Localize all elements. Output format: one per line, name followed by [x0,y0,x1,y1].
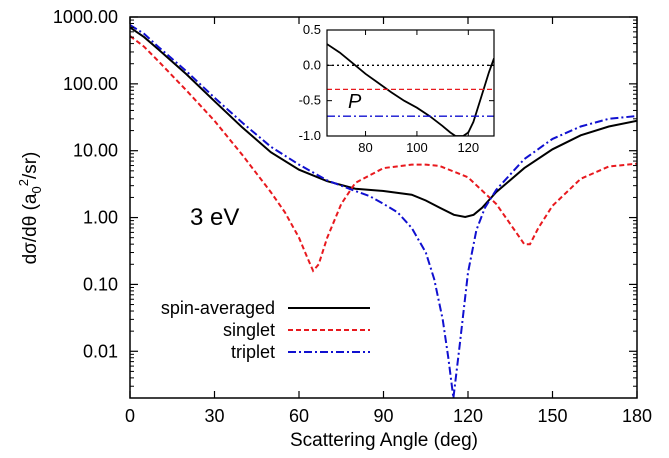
y-tick-label: 10.00 [73,141,118,161]
y-axis-title-sub: 0 [29,186,44,193]
inset-series-line [327,43,494,136]
inset-y-tick-label: -1.0 [299,128,321,143]
legend-label: triplet [231,342,275,362]
inset-plot: 80 100 120 0.5 0.0 -0.5 -1.0 P [299,22,495,155]
inset-y-tick-label: 0.0 [303,57,321,72]
x-tick-label: 180 [622,406,652,426]
x-tick-label: 30 [204,406,224,426]
inset-x-tick-label: 80 [358,140,372,155]
inset-y-tick-label: 0.5 [303,22,321,37]
y-axis-title: dσ/dθ (a02/sr) [16,152,44,265]
series-line-singlet [130,35,637,273]
y-tick-label: 100.00 [63,74,118,94]
x-tick-label: 150 [537,406,567,426]
x-tick-label: 0 [125,406,135,426]
series-line-spin-averaged [130,26,637,219]
x-tick-label: 60 [289,406,309,426]
inset-background [327,30,494,136]
x-tick-label: 90 [373,406,393,426]
inset-frame [326,29,495,137]
y-tick-label: 1000.00 [53,7,118,27]
inset-series-lines [327,43,494,136]
inset-x-tick-label: 120 [457,140,479,155]
y-axis-title-tail: /sr) [20,152,41,179]
series-line-triplet [130,24,637,398]
y-tick-label: 1.00 [83,208,118,228]
y-tick-label: 0.10 [83,274,118,294]
main-series-lines [130,24,637,398]
legend-label: singlet [223,320,275,340]
y-tick-label: 0.01 [83,341,118,361]
main-axis-ticks: 0 30 60 90 120 150 180 0.01 0.10 1.00 10.00 100.00 1… [53,7,652,426]
legend-label: spin-averaged [161,298,275,318]
inset-annotation-p: P [348,91,362,113]
annotation-energy: 3 eV [190,204,239,231]
y-axis-title-main: dσ/dθ (a [20,193,41,264]
y-axis-title-sup: 2 [16,179,31,186]
inset-x-tick-label: 100 [406,140,428,155]
x-axis-title: Scattering Angle (deg) [290,430,478,451]
inset-y-tick-label: -0.5 [299,93,321,108]
x-tick-label: 120 [453,406,483,426]
inset-axis-ticks: 80 100 120 0.5 0.0 -0.5 -1.0 [299,22,494,155]
